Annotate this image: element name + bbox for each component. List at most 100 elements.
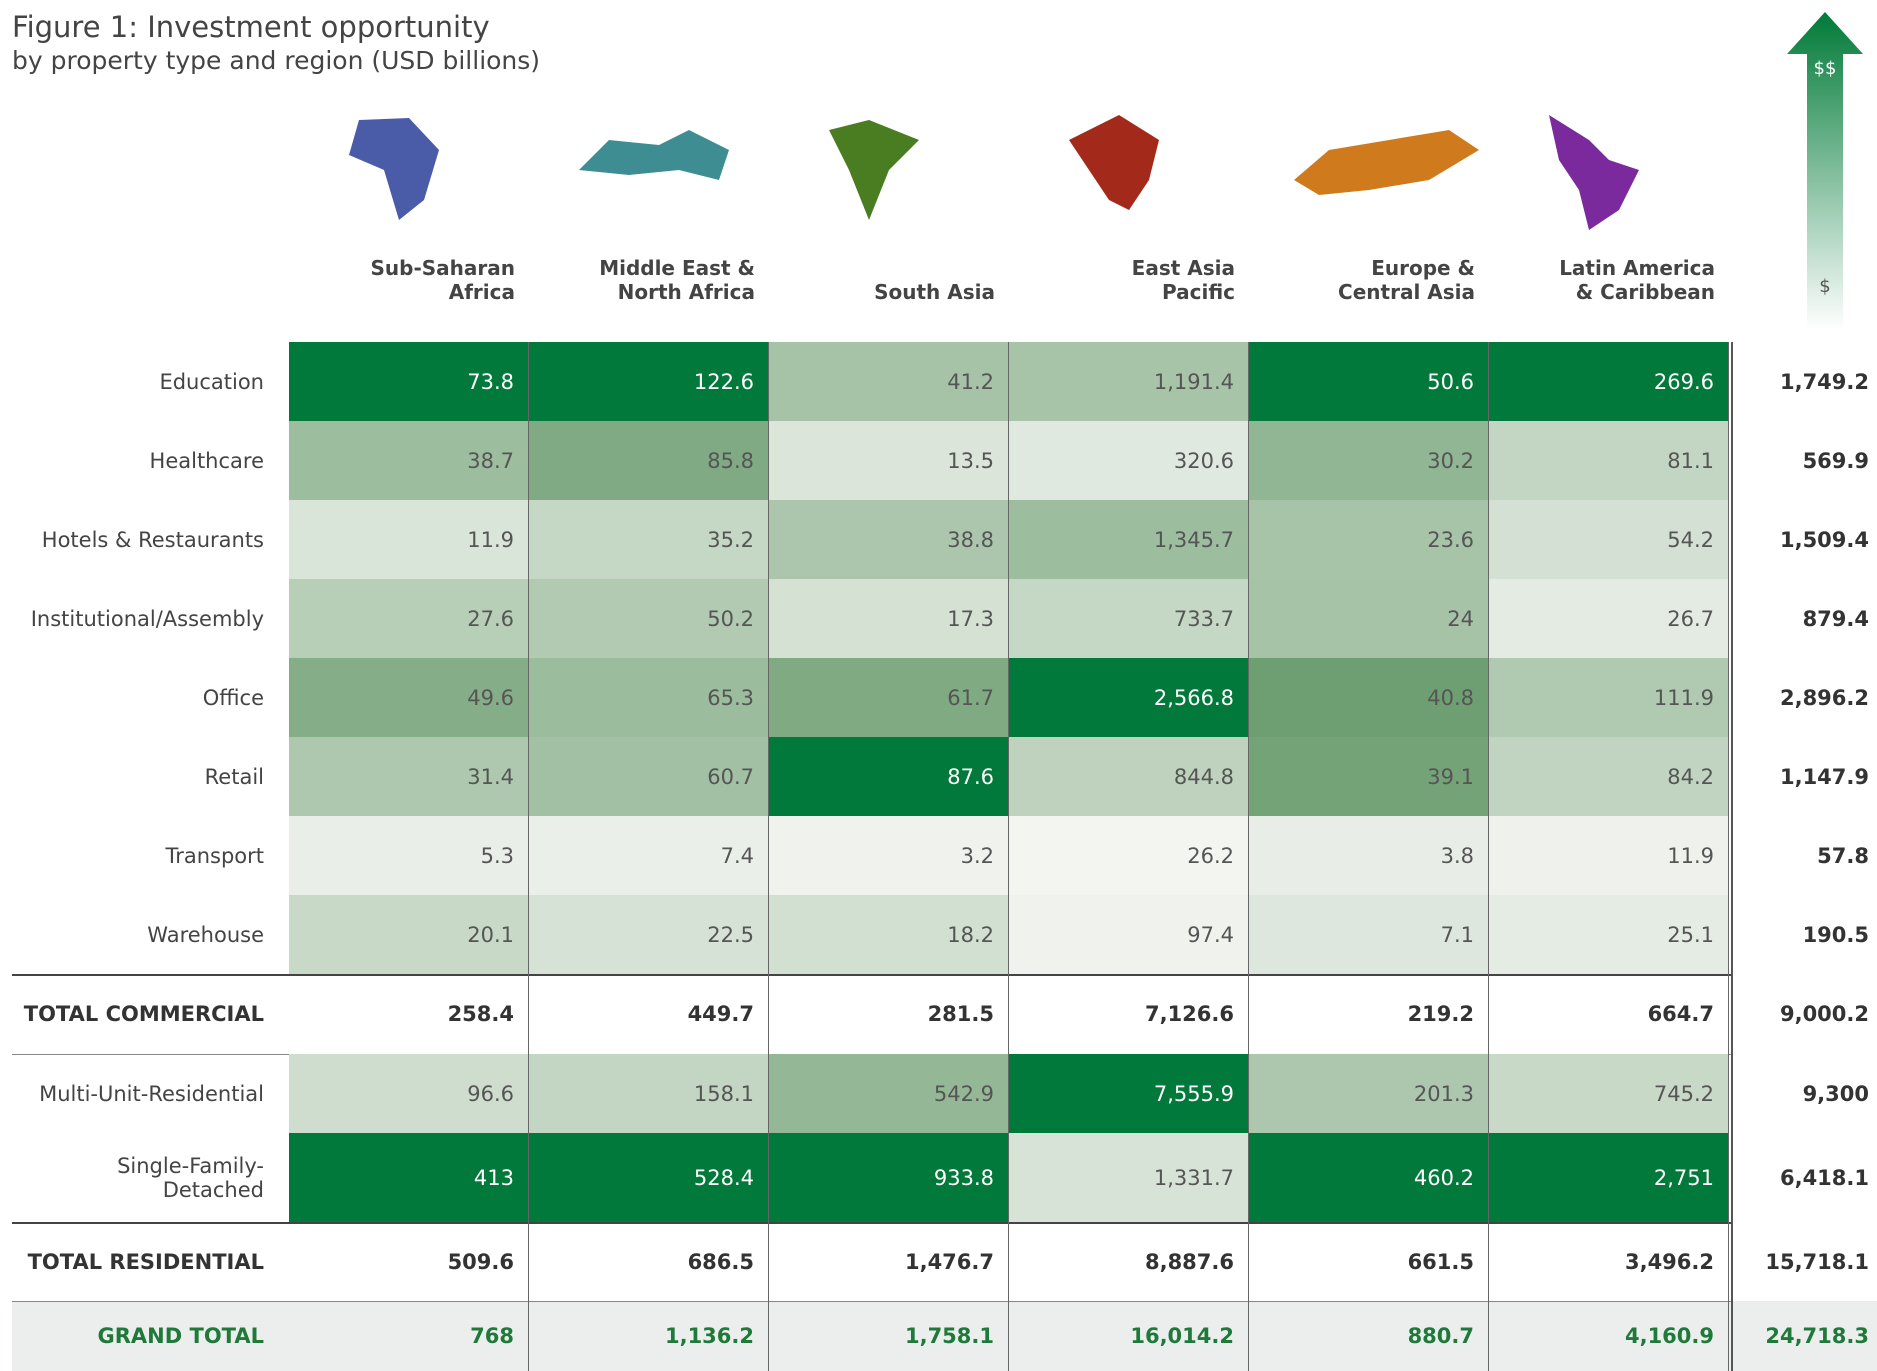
cell: 1,758.1 (769, 1301, 1009, 1371)
cell: 4,160.9 (1489, 1301, 1729, 1371)
row-total: 1,509.4 (1779, 527, 1869, 552)
row-label: Retail (204, 764, 264, 789)
cell: 61.7 (769, 658, 1009, 737)
cell: 111.9 (1489, 658, 1729, 737)
row-label: Institutional/Assembly (30, 606, 264, 631)
row-label: Office (202, 685, 264, 710)
cell: 73.8 (289, 342, 529, 421)
cell: 25.1 (1489, 895, 1729, 974)
cell: 40.8 (1249, 658, 1489, 737)
cell: 1,476.7 (769, 1222, 1009, 1301)
row-total: 190.5 (1802, 922, 1869, 947)
cell: 39.1 (1249, 737, 1489, 816)
cell: 7.1 (1249, 895, 1489, 974)
cell: 509.6 (289, 1222, 529, 1301)
cell: 96.6 (289, 1054, 529, 1133)
cell: 30.2 (1249, 421, 1489, 500)
cell: 20.1 (289, 895, 529, 974)
cell: 97.4 (1009, 895, 1249, 974)
row-total: 24,718.3 (1765, 1324, 1869, 1348)
cell: 13.5 (769, 421, 1009, 500)
region-map (349, 118, 439, 220)
cell: 2,751 (1489, 1133, 1729, 1222)
cell: 661.5 (1249, 1222, 1489, 1301)
region-label: Sub-Saharan Africa (370, 256, 516, 304)
cell: 1,191.4 (1009, 342, 1249, 421)
cell: 158.1 (529, 1054, 769, 1133)
region-label: Europe & Central Asia (1338, 256, 1475, 304)
cell: 745.2 (1489, 1054, 1729, 1133)
cell: 26.7 (1489, 579, 1729, 658)
row-total: 2,896.2 (1779, 685, 1869, 710)
cell: 686.5 (529, 1222, 769, 1301)
map-shape (579, 130, 729, 180)
row-label: Transport (165, 843, 264, 868)
cell: 528.4 (529, 1133, 769, 1222)
cell: 201.3 (1249, 1054, 1489, 1133)
region-label: Middle East & North Africa (599, 256, 755, 304)
cell: 880.7 (1249, 1301, 1489, 1371)
cell: 17.3 (769, 579, 1009, 658)
row-label: TOTAL RESIDENTIAL (27, 1249, 264, 1274)
cell: 5.3 (289, 816, 529, 895)
row-total: 15,718.1 (1765, 1249, 1869, 1274)
cell: 7,126.6 (1009, 974, 1249, 1054)
cell: 449.7 (529, 974, 769, 1054)
subtitle: by property type and region (USD billion… (12, 46, 541, 75)
cell: 81.1 (1489, 421, 1729, 500)
cell: 50.6 (1249, 342, 1489, 421)
cell: 8,887.6 (1009, 1222, 1249, 1301)
cell: 7,555.9 (1009, 1054, 1249, 1133)
row-label: Hotels & Restaurants (41, 527, 264, 552)
cell: 3.8 (1249, 816, 1489, 895)
cell: 18.2 (769, 895, 1009, 974)
cell: 258.4 (289, 974, 529, 1054)
cell: 542.9 (769, 1054, 1009, 1133)
map-shape (1549, 115, 1639, 230)
row-total: 569.9 (1802, 448, 1869, 473)
cell: 733.7 (1009, 579, 1249, 658)
cell: 1,136.2 (529, 1301, 769, 1371)
row-total: 879.4 (1802, 606, 1869, 631)
rule (12, 1301, 1733, 1302)
arrow: $$ $ (1787, 12, 1863, 330)
row-total: 1,147.9 (1779, 764, 1869, 789)
map-shape (349, 118, 439, 220)
cell: 38.7 (289, 421, 529, 500)
cell: 3.2 (769, 816, 1009, 895)
cell: 413 (289, 1133, 529, 1222)
cell: 65.3 (529, 658, 769, 737)
cell: 16,014.2 (1009, 1301, 1249, 1371)
cell: 22.5 (529, 895, 769, 974)
cell: 281.5 (769, 974, 1009, 1054)
rule (1731, 342, 1733, 1371)
cell: 320.6 (1009, 421, 1249, 500)
cell: 50.2 (529, 579, 769, 658)
region-map (1294, 130, 1479, 195)
cell: 49.6 (289, 658, 529, 737)
row-label: Multi-Unit-Residential (39, 1081, 264, 1106)
row-label: Single-Family- Detached (117, 1153, 264, 1202)
map-shape (1294, 130, 1479, 195)
cell: 54.2 (1489, 500, 1729, 579)
cell: 1,345.7 (1009, 500, 1249, 579)
cell: 460.2 (1249, 1133, 1489, 1222)
map-shape (829, 120, 919, 220)
cell: 11.9 (289, 500, 529, 579)
cell: 269.6 (1489, 342, 1729, 421)
region-label: East Asia Pacific (1131, 256, 1235, 304)
row-total: 1,749.2 (1779, 369, 1869, 394)
cell: 768 (289, 1301, 529, 1371)
cell: 664.7 (1489, 974, 1729, 1054)
cell: 24 (1249, 579, 1489, 658)
region-map (1069, 115, 1159, 210)
region-label: Latin America & Caribbean (1559, 256, 1715, 304)
rule (12, 1222, 1733, 1224)
cell: 1,331.7 (1009, 1133, 1249, 1222)
cell: 11.9 (1489, 816, 1729, 895)
cell: 26.2 (1009, 816, 1249, 895)
cell: 2,566.8 (1009, 658, 1249, 737)
arrow-top-label: $$ (1814, 58, 1837, 79)
cell: 85.8 (529, 421, 769, 500)
